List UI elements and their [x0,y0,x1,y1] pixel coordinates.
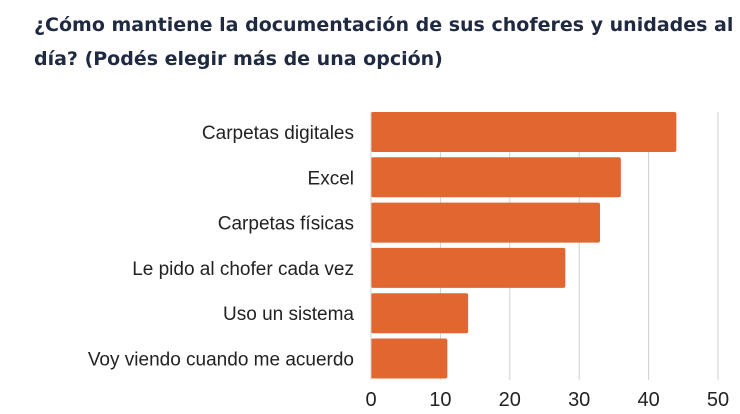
x-tick-label: 0 [365,389,376,411]
x-tick-label: 20 [499,389,521,411]
bar [371,202,601,243]
category-label: Excel [308,168,354,189]
bar [371,293,469,334]
x-tick-label: 50 [707,389,729,411]
category-label: Voy viendo cuando me acuerdo [88,350,354,371]
category-label: Le pido al chofer cada vez [132,259,354,280]
category-label: Uso un sistema [223,304,354,325]
x-tick-label: 30 [568,389,590,411]
x-tick-label: 10 [429,389,451,411]
category-label: Carpetas digitales [202,123,354,144]
x-tick-label: 40 [637,389,659,411]
category-label: Carpetas físicas [218,214,354,235]
bar [371,338,448,379]
bar [371,112,677,152]
chart-title: ¿Cómo mantiene la documentación de sus c… [34,14,734,70]
bar [371,247,566,288]
bar [371,157,621,198]
